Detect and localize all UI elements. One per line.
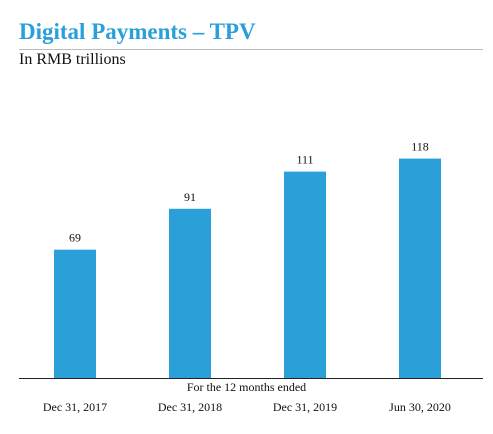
- chart-subtitle: In RMB trillions: [19, 51, 126, 68]
- data-label-1: 69: [69, 231, 81, 245]
- data-label-2: 91: [184, 190, 196, 204]
- x-tick-label-4: Jun 30, 2020: [389, 400, 451, 414]
- bar-3: [284, 171, 326, 378]
- bar-1: [54, 249, 96, 378]
- x-tick-label-2: Dec 31, 2018: [158, 400, 222, 414]
- bar-2: [169, 208, 211, 378]
- x-tick-label-3: Dec 31, 2019: [273, 400, 337, 414]
- bar-4: [399, 158, 441, 378]
- chart-title: Digital Payments – TPV: [19, 19, 256, 44]
- title-divider: [19, 49, 483, 50]
- x-tick-label-1: Dec 31, 2017: [43, 400, 107, 414]
- x-axis-caption: For the 12 months ended: [186, 380, 307, 394]
- data-label-4: 118: [411, 140, 429, 154]
- data-label-3: 111: [296, 153, 313, 167]
